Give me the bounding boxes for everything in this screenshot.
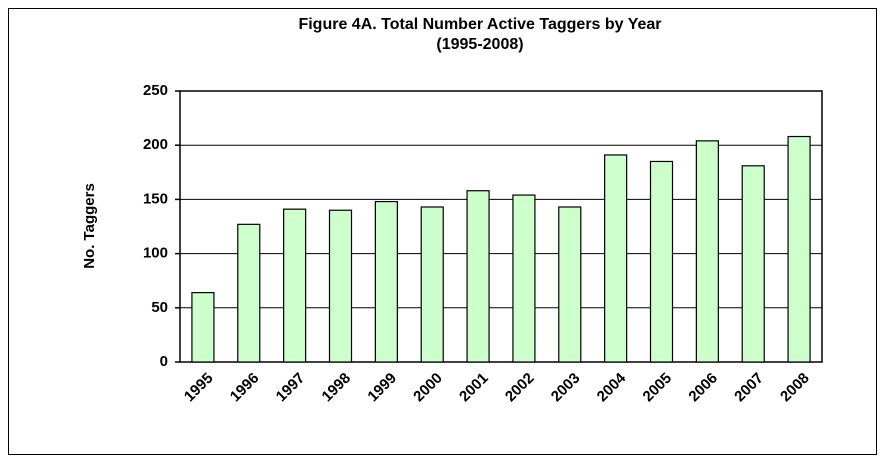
bar — [237, 223, 261, 363]
bar — [420, 206, 444, 363]
bar — [374, 200, 398, 363]
y-axis-label: No. Taggers — [81, 183, 98, 269]
y-tick-label: 200 — [143, 136, 168, 153]
bar — [191, 292, 215, 363]
chart-title: Figure 4A. Total Number Active Taggers b… — [298, 16, 661, 33]
y-tick-label: 0 — [160, 353, 168, 370]
bar — [787, 135, 811, 363]
chart-subtitle: (1995-2008) — [436, 36, 523, 53]
bar — [649, 160, 674, 363]
y-tick-label: 250 — [143, 82, 168, 99]
y-tick-label: 50 — [151, 299, 168, 316]
plot-area — [179, 90, 823, 363]
bar — [695, 140, 719, 363]
y-tick-label: 100 — [143, 245, 168, 262]
bar — [741, 165, 765, 363]
bar — [512, 194, 536, 363]
bar — [604, 154, 628, 363]
bar — [466, 190, 490, 363]
bar — [283, 208, 307, 363]
y-tick-label: 150 — [143, 190, 168, 207]
bar — [558, 206, 582, 363]
bar — [328, 209, 353, 363]
